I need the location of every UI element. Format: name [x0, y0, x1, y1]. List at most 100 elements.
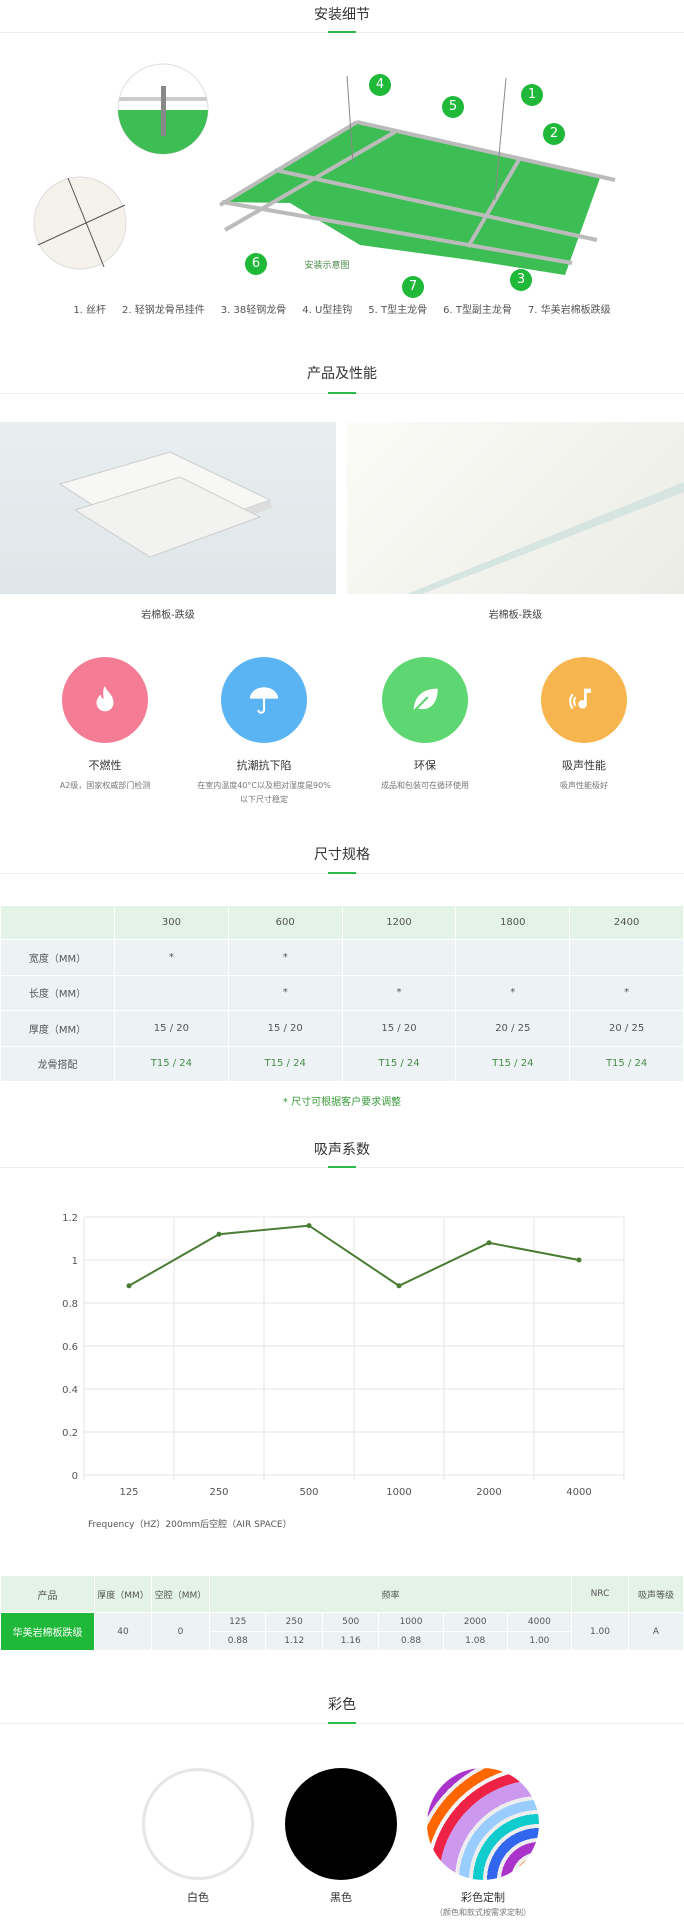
product-caption: 岩棉板-跌级 [141, 610, 195, 621]
header-cell: 吸声等级 [628, 1575, 684, 1613]
sound-icon [541, 657, 627, 743]
color-label: 彩色定制 [461, 1891, 505, 1904]
cell: 20 / 25 [455, 1010, 571, 1047]
product-caption: 岩棉板-跌级 [488, 610, 543, 621]
cell: 1.00 [506, 1631, 573, 1651]
cell: 125 [208, 1612, 267, 1632]
y-tick-label: 0.4 [62, 1385, 78, 1396]
badge-3: 3 [510, 269, 532, 291]
table-row: 华美岩棉板跌级 40 0 125 250 500 1000 2000 4000 1.00 … [0, 1612, 684, 1651]
cell: 0.88 [378, 1631, 444, 1651]
feature-title: 吸声性能 [562, 759, 606, 772]
color-swatch-custom [427, 1768, 539, 1880]
feature-desc: 成品和包装可在循环使用 [381, 781, 469, 790]
chart-xlabel: Frequency（HZ）200mm后空腔（AIR SPACE） [88, 1520, 292, 1530]
section-title-colors: 彩色 [328, 1697, 356, 1713]
legend-item: 7. 华美岩棉板跌级 [527, 305, 611, 316]
feature-sound: 吸声性能 吸声性能极好 [504, 657, 664, 793]
installation-diagram: 安装示意图 [33, 63, 616, 275]
table-row: 0.88 1.12 1.16 0.88 1.08 1.00 [1, 1631, 684, 1651]
feature-nonflammable: 不燃性 A2级，国家权威部门检测 [25, 657, 185, 793]
header-cell: 1800 [455, 905, 571, 940]
color-swatch-white [142, 1768, 254, 1880]
cell: T15 / 24 [569, 1045, 684, 1082]
feature-desc: 在室内温度40°C以及相对湿度是90%以下尺寸稳定 [197, 781, 331, 804]
color-label: 黑色 [330, 1891, 352, 1904]
row-label: 宽度（MM） [0, 939, 115, 976]
feature-desc: A2级，国家权威部门检测 [59, 781, 151, 790]
x-tick-label: 1000 [386, 1487, 411, 1498]
header-cell: NRC [571, 1575, 629, 1613]
header-cell: 1200 [341, 905, 457, 940]
y-tick-label: 1 [72, 1256, 78, 1267]
data-point [126, 1283, 132, 1289]
product-cell: 华美岩棉板跌级 [0, 1612, 95, 1651]
cell: 2000 [442, 1612, 508, 1632]
legend-item: 6. T型副主龙骨 [443, 305, 512, 316]
badge-7: 7 [402, 276, 424, 298]
section-title-spec: 尺寸规格 [314, 847, 370, 863]
legend-item: 4. U型挂钩 [302, 305, 353, 316]
detail-circle-bottom [33, 176, 127, 270]
header-cell [0, 905, 115, 940]
install-legend: 1. 丝杆 2. 轻钢龙骨吊挂件 3. 38轻钢龙骨 4. U型挂钩 5. T型主龙骨 6… [0, 301, 684, 316]
absorption-chart: 0 0.2 0.4 0.6 0.8 1 1.2 125 250 500 1000 2000 4000 [62, 1213, 625, 1498]
x-tick-label: 250 [209, 1487, 228, 1498]
data-point [396, 1283, 402, 1289]
header-cell: 频率 [209, 1575, 572, 1613]
table-header: 产品 厚度（MM） 空腔（MM） 频率 NRC 吸声等级 [0, 1575, 684, 1613]
cell: 40 [94, 1612, 152, 1651]
cell [569, 939, 684, 976]
legend-item: 3. 38轻钢龙骨 [220, 305, 287, 316]
cell: A [628, 1612, 684, 1651]
header-cell: 600 [227, 905, 343, 940]
cell: * [341, 974, 457, 1011]
cell: 15 / 20 [114, 1010, 229, 1047]
y-tick-label: 0.8 [62, 1299, 78, 1310]
title-accent [328, 392, 356, 394]
feature-title: 不燃性 [88, 759, 122, 772]
y-tick-label: 1.2 [62, 1213, 78, 1224]
data-point [216, 1231, 222, 1237]
feature-moisture: 抗潮抗下陷 在室内温度40°C以及相对湿度是90%以下尺寸稳定 [184, 657, 344, 807]
cell: * [227, 974, 343, 1011]
feature-desc: 吸声性能极好 [560, 781, 608, 790]
legend-item: 1. 丝杆 [73, 305, 107, 316]
title-accent [328, 31, 356, 33]
series-line [128, 1224, 580, 1287]
badge-6: 6 [245, 253, 267, 275]
badge-1: 1 [521, 84, 543, 106]
table-header: 300 600 1200 1800 2400 [0, 905, 684, 940]
cell: 15 / 20 [227, 1010, 343, 1047]
section-title-products: 产品及性能 [307, 366, 377, 382]
x-tick-label: 500 [299, 1487, 318, 1498]
cell: T15 / 24 [455, 1045, 571, 1082]
row-label: 厚度（MM） [0, 1010, 115, 1047]
cell: 1.08 [442, 1631, 508, 1651]
row-label: 龙骨搭配 [0, 1045, 115, 1082]
data-point [306, 1223, 312, 1229]
badge-2: 2 [543, 123, 565, 145]
feature-title: 抗潮抗下陷 [236, 759, 292, 772]
header-cell: 2400 [569, 905, 684, 940]
spec-table: 300 600 1200 1800 2400 宽度（MM） * * 长度（MM） * * * * 厚… [0, 905, 684, 1082]
row-label: 长度（MM） [0, 974, 115, 1011]
badge-5: 5 [442, 96, 464, 118]
cell: 4000 [506, 1612, 573, 1632]
x-tick-label: 2000 [476, 1487, 501, 1498]
absorption-table: 产品 厚度（MM） 空腔（MM） 频率 NRC 吸声等级 华美岩棉板跌级 40 … [0, 1575, 684, 1651]
table-row: 长度（MM） * * * * [0, 974, 684, 1011]
cell: 15 / 20 [341, 1010, 457, 1047]
cell: 1.12 [265, 1631, 323, 1651]
data-point [576, 1257, 582, 1263]
legend-item: 2. 轻钢龙骨吊挂件 [122, 305, 205, 316]
legend-item: 5. T型主龙骨 [368, 305, 428, 316]
data-point [486, 1240, 492, 1246]
title-accent [328, 1722, 356, 1724]
product-image-1 [0, 422, 336, 594]
feature-title: 环保 [414, 759, 436, 772]
leaf-icon [382, 657, 468, 743]
section-title-absorb: 吸声系数 [314, 1142, 370, 1158]
cell: 0 [151, 1612, 210, 1651]
cell: 1.16 [321, 1631, 380, 1651]
